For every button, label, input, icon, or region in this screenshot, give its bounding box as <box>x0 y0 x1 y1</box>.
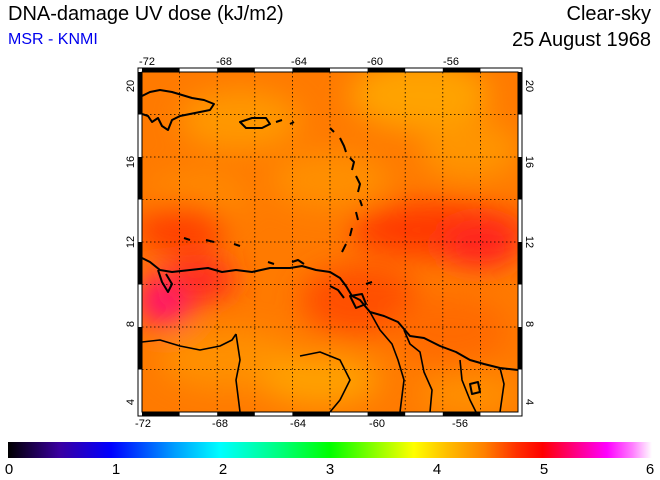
map-gridlines <box>142 72 518 412</box>
lat-tick-right: 4 <box>523 399 535 405</box>
lat-tick-labels-left: 20 16 12 8 4 <box>125 80 137 405</box>
colorbar <box>8 442 652 458</box>
colorbar-label: 6 <box>646 461 654 478</box>
colorbar-label: 2 <box>219 461 227 478</box>
lon-tick-labels-top: -72 -68 -64 -60 -56 <box>139 56 459 68</box>
date-label: 25 August 1968 <box>511 29 651 51</box>
colorbar-label: 0 <box>5 461 13 478</box>
lat-tick-left: 20 <box>125 80 137 92</box>
lat-tick-right: 12 <box>523 236 535 248</box>
lon-tick-bottom: -64 <box>290 418 306 430</box>
lat-tick-right: 20 <box>523 80 535 92</box>
source-label: MSR - KNMI <box>8 31 98 48</box>
lat-tick-left: 12 <box>125 236 137 248</box>
lon-tick-top: -60 <box>367 56 383 68</box>
colorbar-label: 4 <box>433 461 441 478</box>
lat-tick-labels-right: 20 16 12 8 4 <box>523 80 535 405</box>
lon-tick-labels-bottom: -72 -68 -64 -60 -56 <box>135 418 468 430</box>
coastlines <box>142 89 518 412</box>
lat-tick-left: 16 <box>125 156 137 168</box>
lat-tick-right: 16 <box>523 156 535 168</box>
lon-tick-bottom: -72 <box>135 418 151 430</box>
lat-tick-left: 4 <box>125 399 137 405</box>
map-frame <box>137 67 523 417</box>
lon-tick-top: -64 <box>291 56 307 68</box>
lon-tick-bottom: -56 <box>452 418 468 430</box>
lon-tick-top: -68 <box>216 56 232 68</box>
lon-tick-bottom: -60 <box>369 418 385 430</box>
lat-tick-left: 8 <box>125 321 137 327</box>
colorbar-labels: 0 1 2 3 4 5 6 <box>5 461 654 478</box>
colorbar-label: 1 <box>112 461 120 478</box>
lon-tick-top: -56 <box>443 56 459 68</box>
lat-tick-right: 8 <box>523 321 535 327</box>
lon-tick-top: -72 <box>139 56 155 68</box>
colorbar-label: 5 <box>540 461 548 478</box>
lon-tick-bottom: -68 <box>212 418 228 430</box>
map-title: DNA-damage UV dose (kJ/m2) <box>8 3 284 25</box>
sky-condition-label: Clear-sky <box>566 3 651 25</box>
colorbar-label: 3 <box>326 461 334 478</box>
